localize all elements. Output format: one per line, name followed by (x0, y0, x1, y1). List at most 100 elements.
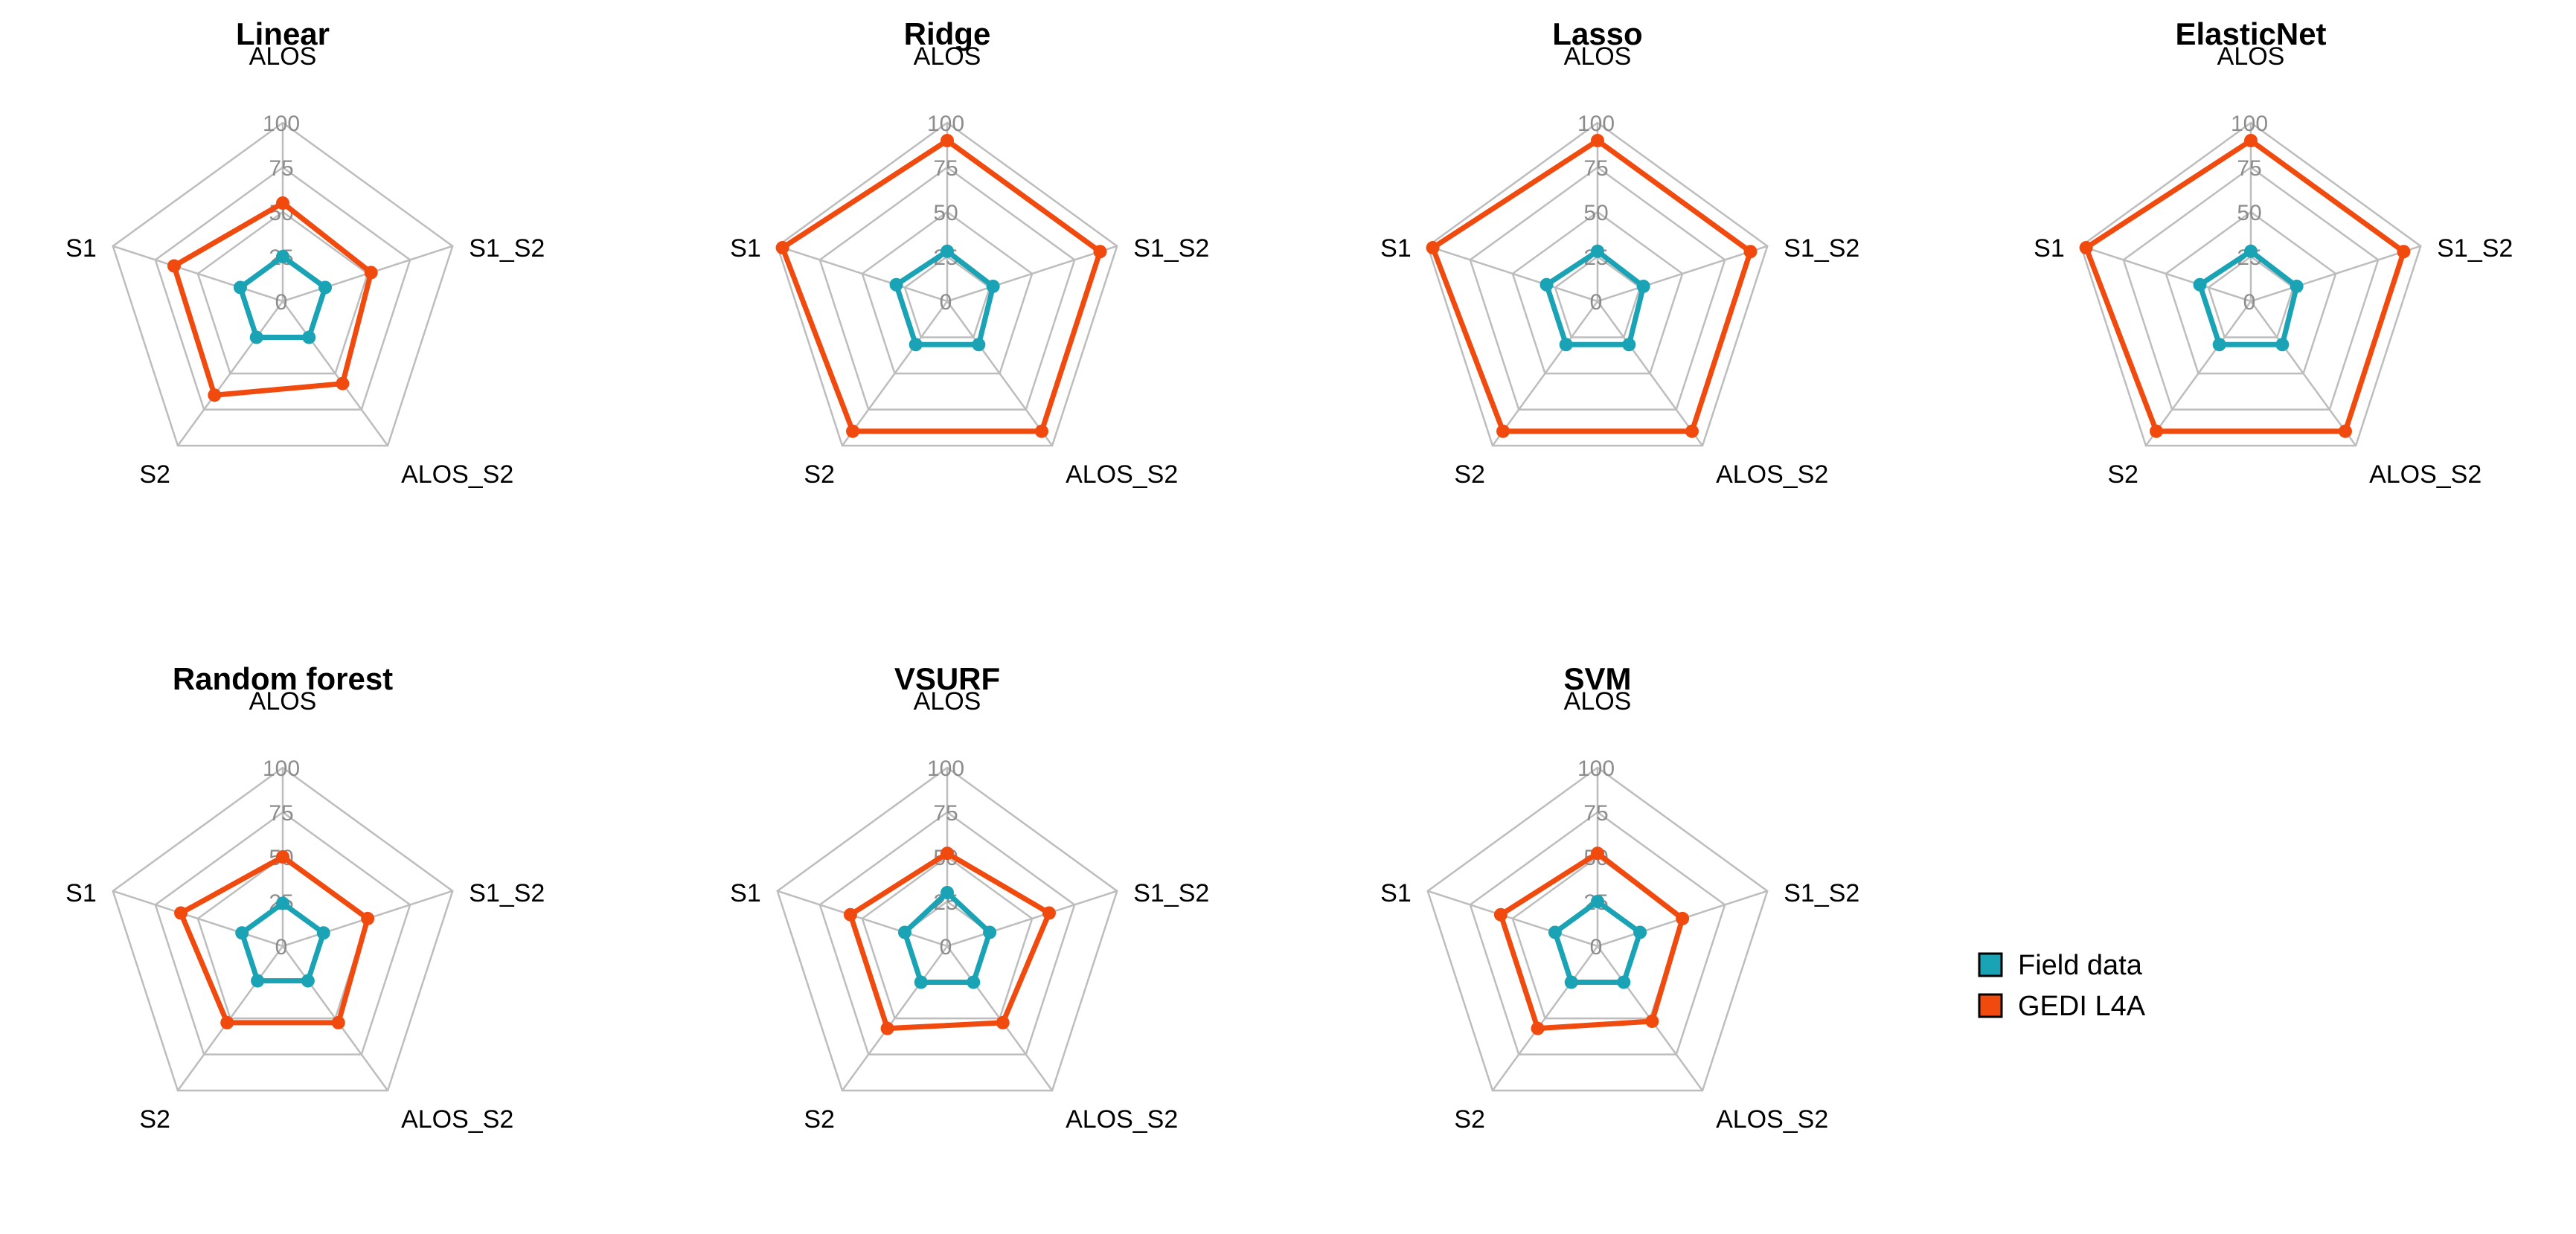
axis-label-s2: S2 (2107, 460, 2138, 489)
data-point-gedi-l4a (846, 424, 860, 438)
data-point-gedi-l4a (2338, 424, 2352, 438)
series-line-field-data (1544, 248, 1647, 347)
data-point-gedi-l4a (1685, 424, 1699, 438)
series-line-gedi-l4a (848, 850, 1052, 1032)
data-point-field-data (914, 975, 928, 989)
axis-label-s2: S2 (139, 460, 170, 489)
data-point-field-data (1564, 975, 1578, 989)
grid-ring (196, 211, 369, 375)
axis-label-s1-s2: S1_S2 (469, 234, 545, 263)
axis-label-s2: S2 (1454, 460, 1485, 489)
legend-label: GEDI L4A (2018, 991, 2146, 1022)
axis-label-alos: ALOS (2217, 42, 2285, 71)
grid-ring (112, 121, 454, 447)
data-point-gedi-l4a (843, 907, 857, 922)
panel-title: Lasso (1552, 16, 1642, 51)
series-line-gedi-l4a (780, 138, 1103, 434)
data-point-gedi-l4a (276, 850, 289, 864)
data-point-gedi-l4a (220, 1015, 234, 1029)
axis-spoke (946, 301, 1054, 446)
data-point-field-data (1622, 338, 1636, 352)
grid-ring (818, 811, 1076, 1055)
data-point-gedi-l4a (1493, 907, 1508, 922)
series-line-gedi-l4a (178, 854, 371, 1026)
tick-label: 100 (927, 756, 964, 781)
data-point-gedi-l4a (775, 241, 789, 255)
data-point-gedi-l4a (276, 196, 289, 210)
grid-ring (1426, 121, 1769, 447)
axis-spoke (777, 245, 948, 303)
grid-ring (818, 166, 1076, 411)
axis-spoke (946, 245, 1118, 303)
tick-label: 100 (1577, 112, 1615, 136)
legend-label: Field data (2018, 950, 2143, 981)
tick-label: 100 (263, 112, 300, 136)
data-point-gedi-l4a (336, 376, 350, 391)
data-point-field-data (941, 244, 954, 258)
data-point-gedi-l4a (1034, 424, 1048, 438)
series-line-gedi-l4a (2083, 138, 2406, 434)
axis-spoke (2250, 245, 2421, 303)
data-point-field-data (983, 925, 997, 939)
grid-ring (861, 211, 1034, 375)
data-point-field-data (318, 280, 333, 295)
axis-label-alos: ALOS (1564, 687, 1632, 716)
axis-label-alos: ALOS (249, 42, 317, 71)
axis-label-alos-s2: ALOS_S2 (1716, 1105, 1828, 1134)
data-point-field-data (2193, 277, 2207, 292)
axis-label-s1: S1 (65, 879, 97, 907)
grid-ring (154, 811, 411, 1055)
data-point-gedi-l4a (2397, 245, 2411, 259)
data-point-gedi-l4a (361, 911, 375, 925)
data-point-field-data (2244, 244, 2258, 258)
grid-ring (1426, 766, 1769, 1092)
data-point-field-data (316, 926, 330, 940)
data-point-field-data (967, 975, 981, 989)
tick-label: 100 (263, 756, 300, 781)
axis-spoke (281, 301, 389, 446)
data-point-field-data (941, 886, 954, 899)
data-point-field-data (1633, 925, 1647, 939)
axis-label-s1-s2: S1_S2 (469, 879, 545, 907)
tick-label: 0 (275, 290, 288, 315)
tick-label: 0 (2243, 290, 2256, 315)
panel-title: Random forest (173, 661, 393, 696)
data-point-field-data (1559, 338, 1573, 352)
grid-ring (861, 855, 1034, 1020)
data-point-gedi-l4a (941, 134, 954, 147)
axis-label-s1: S1 (1380, 234, 1412, 263)
axis-label-s1-s2: S1_S2 (2437, 234, 2513, 263)
data-point-field-data (1636, 279, 1650, 293)
axis-spoke (1596, 301, 1704, 446)
axis-label-s2: S2 (139, 1105, 170, 1134)
tick-label: 75 (1583, 156, 1608, 181)
data-point-gedi-l4a (174, 906, 188, 920)
axis-label-alos-s2: ALOS_S2 (1066, 460, 1178, 489)
grid-ring (154, 166, 411, 411)
data-point-gedi-l4a (2150, 424, 2164, 438)
grid-ring (1469, 166, 1726, 411)
data-point-field-data (909, 338, 923, 352)
data-point-field-data (276, 250, 289, 263)
series-line-field-data (894, 248, 996, 347)
data-point-gedi-l4a (364, 266, 378, 280)
tick-label: 50 (2237, 201, 2261, 225)
data-point-field-data (1591, 895, 1604, 908)
grid-ring (1554, 255, 1641, 338)
data-point-gedi-l4a (1645, 1014, 1659, 1028)
series-line-field-data (2197, 248, 2300, 347)
axis-spoke (1597, 245, 1768, 303)
axis-label-alos-s2: ALOS_S2 (1716, 460, 1828, 489)
series-line-field-data (902, 890, 993, 986)
legend-swatch (1978, 993, 2003, 1018)
axis-label-alos-s2: ALOS_S2 (2369, 460, 2482, 489)
data-point-field-data (986, 279, 1000, 293)
axis-spoke (946, 890, 1118, 948)
data-point-field-data (301, 974, 315, 988)
axis-spoke (1427, 245, 1598, 303)
tick-label: 100 (927, 112, 964, 136)
tick-label: 50 (1583, 201, 1608, 225)
